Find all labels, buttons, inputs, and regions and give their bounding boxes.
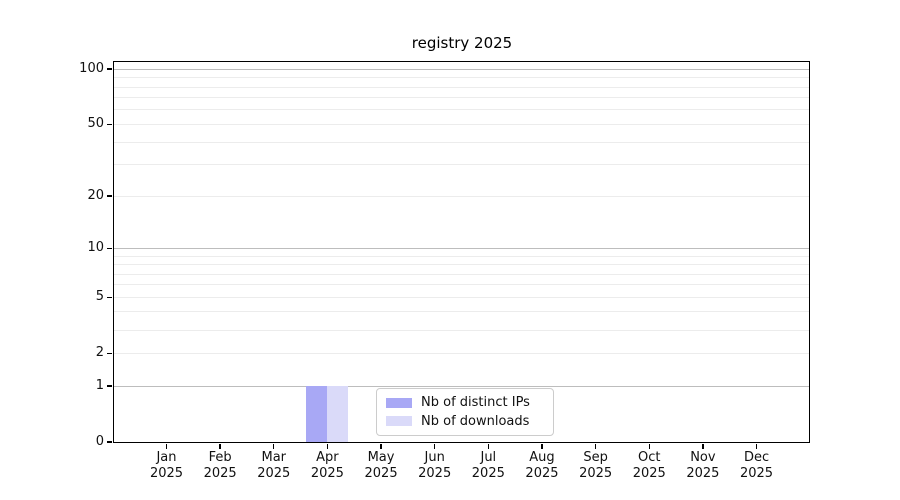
x-tick (648, 443, 650, 449)
x-tick-month: Aug (529, 450, 555, 465)
x-tick-label: Feb 2025 (188, 450, 252, 482)
x-tick-label: May 2025 (349, 450, 413, 482)
y-tick-label: 5 (95, 289, 104, 305)
x-tick-year: 2025 (632, 466, 666, 481)
x-tick-month: Oct (638, 450, 661, 465)
gridline-minor (114, 255, 809, 257)
gridline-minor (114, 273, 809, 275)
y-tick (107, 247, 112, 249)
x-tick (755, 443, 758, 449)
legend-label-distinct-ips: Nb of distinct IPs (421, 395, 530, 411)
chart-title: registry 2025 (411, 34, 513, 52)
gridline-minor (114, 109, 809, 111)
gridline-minor (114, 123, 809, 125)
y-tick (107, 195, 112, 197)
x-tick-month: Jan (156, 450, 177, 465)
x-tick-year: 2025 (364, 466, 398, 481)
x-tick-month: Sep (583, 450, 608, 465)
x-tick-month: May (367, 450, 395, 465)
y-tick (107, 123, 112, 126)
x-tick (541, 443, 543, 449)
legend-item-downloads: Nb of downloads (386, 414, 544, 429)
gridline-minor (114, 141, 809, 143)
x-tick-label: Jun 2025 (403, 450, 467, 482)
x-tick-year: 2025 (149, 466, 184, 481)
x-tick-label: Jan 2025 (135, 450, 199, 482)
x-tick (594, 443, 597, 449)
x-tick (380, 443, 382, 449)
x-tick (219, 443, 221, 449)
gridline-major (114, 385, 809, 387)
gridline-minor (114, 77, 809, 79)
x-tick-year: 2025 (418, 466, 452, 481)
x-tick-label: Sep 2025 (564, 450, 628, 482)
x-tick-month: Apr (316, 450, 339, 465)
x-tick (434, 443, 436, 449)
x-tick-label: Oct 2025 (617, 450, 681, 482)
x-tick-label: Apr 2025 (295, 450, 359, 482)
y-tick-label: 50 (87, 116, 104, 132)
y-tick-label: 10 (87, 240, 104, 256)
gridline-minor (114, 264, 809, 265)
gridline-major (114, 247, 809, 249)
legend-swatch-downloads (386, 416, 412, 427)
x-tick (326, 443, 329, 449)
gridline-minor (114, 296, 809, 298)
x-tick-month: Dec (743, 450, 770, 465)
x-tick (702, 443, 704, 449)
x-tick-year: 2025 (310, 466, 344, 481)
x-tick (273, 443, 275, 449)
x-tick-year: 2025 (686, 466, 720, 481)
y-tick (107, 385, 112, 387)
gridline-minor (114, 284, 809, 286)
bar-nb-of-distinct-ips (306, 386, 328, 442)
gridline-minor (114, 352, 809, 354)
bar-nb-of-downloads (327, 386, 349, 442)
x-tick-month: Jun (424, 450, 445, 465)
x-tick-label: Mar 2025 (242, 450, 306, 482)
y-tick (107, 441, 112, 443)
y-tick (107, 296, 112, 298)
gridline-minor (114, 86, 809, 88)
gridline-minor (114, 329, 809, 331)
y-tick (107, 352, 112, 354)
x-tick-month: Nov (690, 450, 716, 465)
y-tick-label: 2 (95, 345, 104, 361)
gridline-minor (114, 164, 809, 166)
x-tick-year: 2025 (203, 466, 237, 481)
x-tick-year: 2025 (257, 466, 291, 481)
x-tick-year: 2025 (525, 466, 559, 481)
x-tick-year: 2025 (579, 466, 613, 481)
legend-label-downloads: Nb of downloads (421, 413, 530, 429)
y-tick (107, 68, 112, 70)
x-tick (487, 443, 490, 449)
x-tick-year: 2025 (739, 466, 774, 481)
x-tick (165, 443, 168, 449)
x-tick-label: Aug 2025 (510, 450, 574, 482)
y-tick-label: 0 (95, 434, 104, 449)
x-tick-month: Feb (208, 450, 232, 465)
x-tick-month: Mar (261, 450, 287, 465)
plot-area: Nb of distinct IPs Nb of downloads 0 1 2 5 1… (79, 61, 810, 481)
legend-swatch-distinct-ips (386, 397, 412, 408)
y-tick-label: 20 (87, 188, 104, 204)
legend-item-distinct-ips: Nb of distinct IPs (386, 395, 544, 410)
x-tick-year: 2025 (471, 466, 505, 481)
gridline-minor (114, 311, 809, 313)
y-tick-label: 100 (79, 61, 104, 77)
gridline-major (114, 68, 809, 70)
gridline-minor (114, 195, 809, 197)
x-tick-label: Dec 2025 (725, 450, 789, 482)
y-tick-label: 1 (95, 378, 104, 393)
x-tick-month: Jul (480, 450, 497, 465)
x-tick-label: Jul 2025 (456, 450, 520, 482)
gridline-minor (114, 97, 809, 99)
x-tick-label: Nov 2025 (671, 450, 735, 482)
legend: Nb of distinct IPs Nb of downloads (376, 388, 554, 436)
